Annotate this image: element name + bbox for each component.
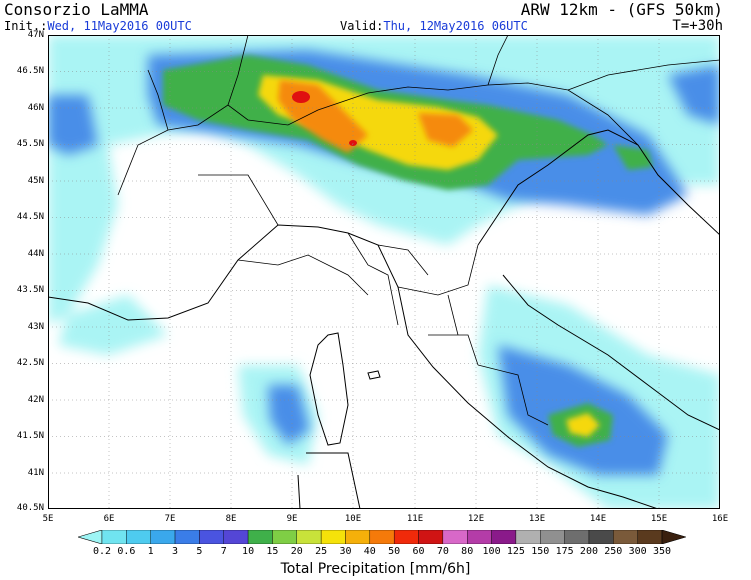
colorbar-level-label: 7	[220, 546, 227, 557]
lon-label: 10E	[344, 514, 362, 524]
colorbar-level-label: 15	[266, 546, 279, 557]
colorbar-level-label: 80	[461, 546, 474, 557]
lat-label: 43N	[27, 322, 44, 332]
lon-label: 8E	[225, 514, 237, 524]
colorbar-level-label: 175	[555, 546, 574, 557]
colorbar-arrow-left	[78, 530, 103, 544]
colorbar-swatch	[199, 530, 224, 544]
colorbar-level-label: 1	[147, 546, 154, 557]
colorbar-level-label: 350	[652, 546, 672, 557]
lon-label: 11E	[406, 514, 424, 524]
lat-label: 40.5N	[16, 503, 44, 513]
colorbar-level-label: 5	[196, 546, 203, 557]
colorbar-level-label: 300	[628, 546, 647, 557]
colorbar-swatch	[126, 530, 151, 544]
colorbar-level-label: 70	[436, 546, 449, 557]
lon-label: 15E	[650, 514, 668, 524]
lon-label: 9E	[286, 514, 298, 524]
colorbar-swatch	[272, 530, 297, 544]
elba-island	[367, 370, 381, 380]
lon-label: 7E	[164, 514, 176, 524]
init-label: Init.:	[4, 19, 48, 33]
colorbar-swatch	[320, 530, 346, 544]
colorbar-swatch	[588, 530, 614, 544]
colorbar-level-label: 25	[315, 546, 328, 557]
lat-label: 47N	[27, 30, 44, 40]
colorbar-level-label: 100	[482, 546, 501, 557]
colorbar-level-label: 250	[604, 546, 623, 557]
colorbar-swatch	[613, 530, 638, 544]
colorbar-level-label: 0.6	[117, 546, 136, 557]
corsica-coastline	[309, 332, 349, 446]
colorbar-swatch	[174, 530, 200, 544]
colorbar-swatch	[418, 530, 444, 544]
colorbar-level-label: 40	[363, 546, 376, 557]
header-valid: Valid:Thu, 12May2016 06UTC	[340, 19, 528, 33]
lon-label: 5E	[42, 514, 54, 524]
legend-title: Total Precipitation [mm/6h]	[280, 561, 471, 577]
colorbar-level-label: 60	[412, 546, 425, 557]
colorbar-swatch	[369, 530, 395, 544]
lon-label: 12E	[467, 514, 485, 524]
colorbar-swatch	[540, 530, 565, 544]
country-borders	[117, 35, 720, 426]
lat-label: 41.5N	[16, 431, 44, 441]
colorbar-swatch	[491, 530, 517, 544]
colorbar-level-label: 30	[339, 546, 352, 557]
colorbar-swatch	[467, 530, 492, 544]
colorbar-level-label: 150	[531, 546, 550, 557]
colorbar-swatch	[101, 530, 127, 544]
colorbar-swatch	[247, 530, 273, 544]
colorbar-arrow-right	[661, 530, 686, 544]
map-grid	[48, 35, 720, 509]
lat-label: 44.5N	[16, 212, 44, 222]
colorbar-swatch	[442, 530, 468, 544]
lon-label: 16E	[711, 514, 729, 524]
valid-value: Thu, 12May2016 06UTC	[383, 19, 528, 33]
valid-label: Valid:	[340, 19, 384, 33]
colorbar-level-label: 200	[579, 546, 598, 557]
colorbar-swatch	[637, 530, 663, 544]
colorbar-level-label: 0.2	[92, 546, 112, 557]
header-init: Init.:Wed, 11May2016 00UTC	[4, 19, 192, 33]
lat-label: 42.5N	[16, 358, 44, 368]
header-model: ARW 12km - (GFS 50km)	[520, 0, 723, 19]
lat-label: 43.5N	[16, 285, 44, 295]
colorbar-swatch	[296, 530, 322, 544]
colorbar-swatch	[345, 530, 371, 544]
colorbar-swatch	[564, 530, 590, 544]
colorbar-level-label: 10	[242, 546, 255, 557]
lat-label: 44N	[27, 249, 44, 259]
lat-label: 46N	[27, 103, 44, 113]
colorbar-level-label: 125	[506, 546, 525, 557]
adriatic-coastline	[477, 129, 720, 431]
precipitation-map	[48, 35, 720, 509]
colorbar-level-label: 20	[290, 546, 303, 557]
lon-label: 14E	[589, 514, 607, 524]
lat-label: 45N	[27, 176, 44, 186]
sardinia-coastline	[297, 452, 361, 509]
forecast-step: T=+30h	[672, 18, 723, 34]
lon-label: 6E	[103, 514, 115, 524]
lat-label: 41N	[27, 468, 44, 478]
lon-label: 13E	[528, 514, 546, 524]
colorbar-level-label: 3	[172, 546, 179, 557]
colorbar-level-label: 50	[388, 546, 401, 557]
colorbar-swatch	[515, 530, 541, 544]
colorbar-swatch	[393, 530, 419, 544]
colorbar-swatch	[223, 530, 249, 544]
header-title: Consorzio LaMMA	[4, 0, 149, 19]
precip-colorbar	[78, 530, 686, 544]
lat-label: 42N	[27, 395, 44, 405]
lat-label: 45.5N	[16, 139, 44, 149]
lat-label: 46.5N	[16, 66, 44, 76]
colorbar-swatch	[150, 530, 176, 544]
init-value: Wed, 11May2016 00UTC	[47, 19, 192, 33]
